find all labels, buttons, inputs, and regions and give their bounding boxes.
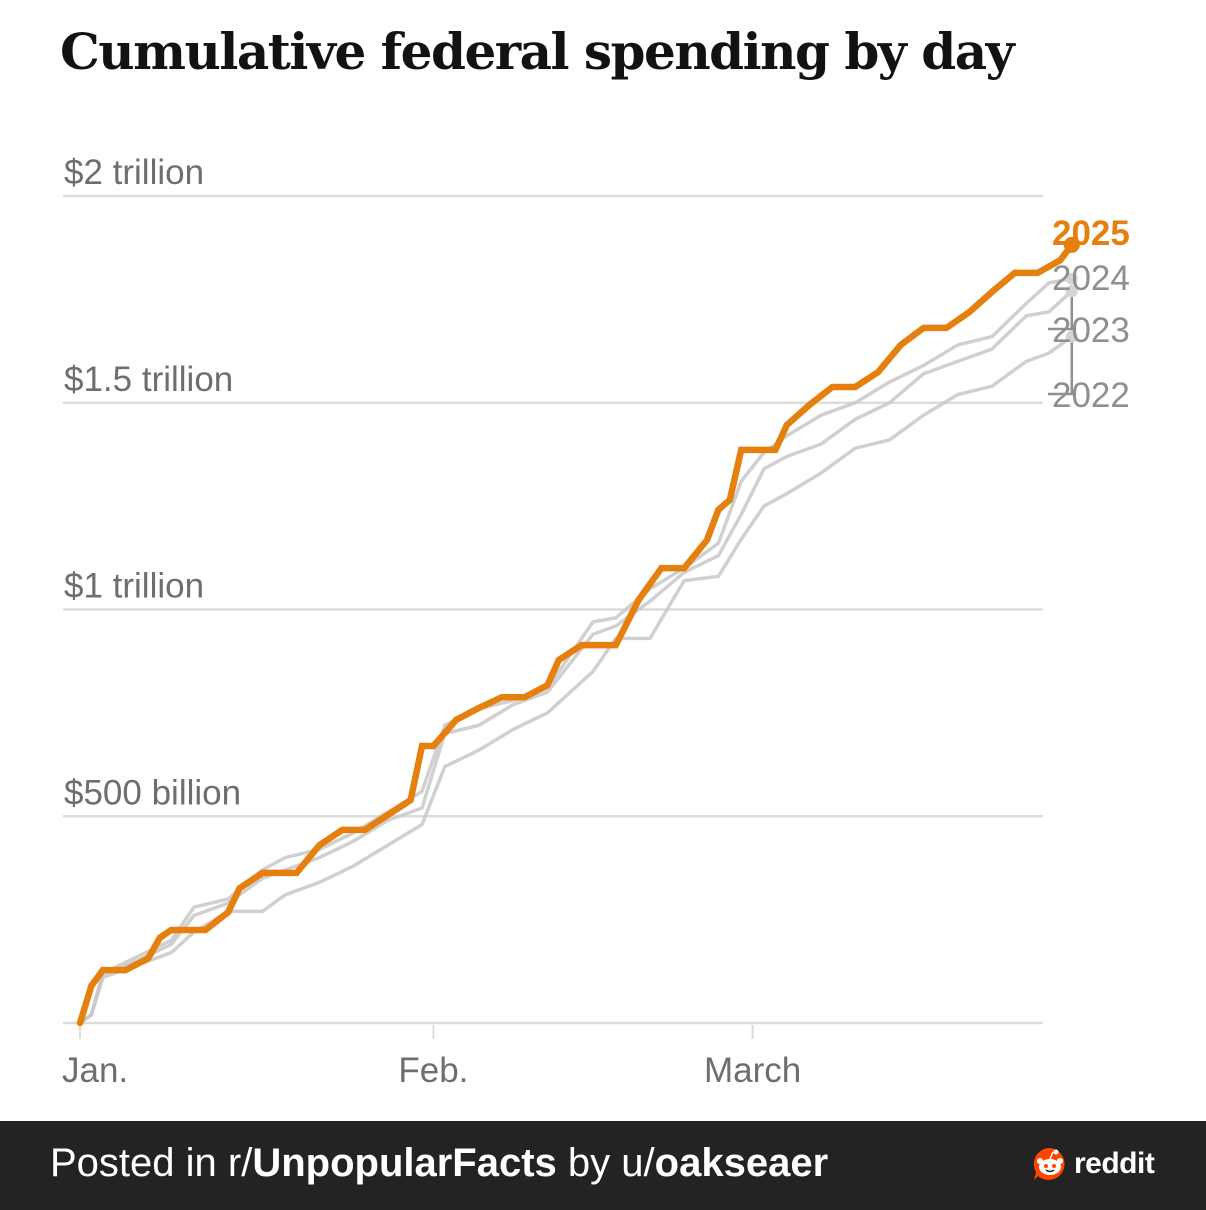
series-label-2025: 2025 — [1052, 214, 1130, 253]
y-tick-label: $500 billion — [64, 773, 241, 812]
x-tick-label: Jan. — [62, 1051, 128, 1090]
series-labels: 2025 2024 2023 2022 — [1048, 214, 1130, 415]
series-line-2025 — [76, 241, 1076, 1027]
leader-line-2022 — [1048, 342, 1074, 396]
x-tick-label: March — [704, 1051, 801, 1090]
reddit-footer: Posted in r/UnpopularFacts by u/oakseaer… — [0, 1121, 1206, 1210]
x-axis: Jan. Feb. March — [62, 1025, 801, 1090]
post-attribution: Posted in r/UnpopularFacts by u/oakseaer — [50, 1141, 828, 1186]
series-end-dot-2025 — [1063, 236, 1080, 253]
y-tick-label: $1 trillion — [64, 567, 204, 606]
y-tick-label: $2 trillion — [64, 153, 204, 192]
posted-in-text: Posted in r/ — [50, 1141, 253, 1185]
chart-title: Cumulative federal spending by day — [60, 22, 1015, 81]
leader-line-2023 — [1048, 297, 1074, 331]
by-text: by u/ — [556, 1141, 655, 1185]
y-axis-labels: $500 billion $1 trillion $1.5 trillion $2 t… — [64, 153, 241, 812]
series-label-2024: 2024 — [1052, 259, 1130, 298]
gridlines — [63, 194, 1043, 1025]
subreddit-link[interactable]: UnpopularFacts — [252, 1141, 557, 1185]
reddit-snoo-icon — [1033, 1147, 1065, 1180]
series-line-2023 — [78, 289, 1074, 1025]
username-link[interactable]: oakseaer — [654, 1141, 829, 1185]
y-tick-label: $1.5 trillion — [64, 360, 233, 399]
reddit-logo[interactable]: reddit — [1032, 1146, 1155, 1182]
series-lines — [76, 236, 1080, 1027]
series-end-dot-2022 — [1065, 330, 1078, 343]
series-label-2022: 2022 — [1052, 376, 1130, 415]
reddit-wordmark: reddit — [1074, 1147, 1155, 1180]
series-line-2022 — [78, 334, 1074, 1025]
x-tick-label: Feb. — [398, 1051, 468, 1090]
series-end-dot-2023 — [1065, 285, 1078, 298]
chart: $500 billion $1 trillion $1.5 trillion $2 t… — [62, 153, 1130, 1090]
series-label-2023: 2023 — [1052, 311, 1130, 350]
series-end-dot-2024 — [1065, 272, 1078, 285]
